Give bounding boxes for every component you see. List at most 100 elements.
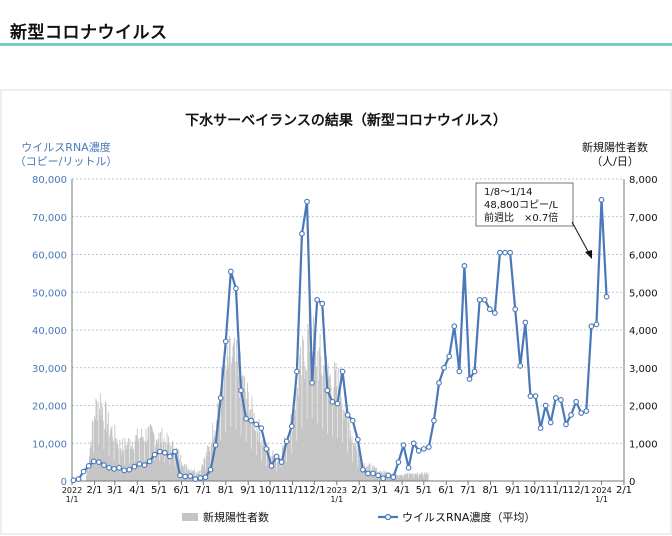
case-bar [225, 431, 227, 481]
case-bar [186, 465, 188, 481]
case-bar [94, 416, 95, 481]
case-bar [324, 391, 326, 481]
case-bar [228, 335, 230, 481]
case-bar [334, 370, 336, 481]
case-bar [342, 409, 344, 481]
case-bar [308, 299, 310, 481]
case-bar [273, 461, 275, 481]
case-bar [338, 388, 340, 481]
rna-point [339, 368, 346, 375]
x-tick-label: 9/1 [240, 485, 256, 496]
case-bar [172, 440, 174, 481]
case-bar [402, 475, 404, 481]
case-bar [162, 448, 164, 481]
left-tick-label: 30,000 [32, 364, 67, 375]
rna-point [177, 472, 183, 479]
case-bar [292, 431, 293, 481]
rna-point [106, 464, 112, 471]
case-bar [127, 445, 129, 481]
case-bar [169, 464, 171, 481]
case-bar [107, 411, 109, 481]
x-tick-label: 10/1 [524, 485, 546, 496]
rna-point [552, 395, 559, 401]
right-tick-label: 5,000 [629, 288, 658, 299]
case-bar [170, 446, 172, 481]
rna-point [258, 425, 265, 432]
callout-ratio: 前週比 ×0.7倍 [484, 211, 558, 224]
case-bar [182, 465, 184, 481]
rna-point [101, 462, 107, 468]
case-bar [422, 474, 424, 481]
case-bar [354, 441, 356, 481]
rna-point [578, 410, 585, 416]
case-bar [223, 397, 225, 481]
case-bar [240, 435, 242, 481]
case-bar [151, 426, 153, 481]
case-bar [294, 409, 296, 481]
case-bar [425, 473, 427, 481]
case-bar [310, 352, 312, 481]
case-bar [209, 450, 211, 481]
case-bar [257, 441, 259, 481]
right-tick-label: 7,000 [629, 213, 658, 224]
case-bar [249, 408, 251, 481]
rna-point [238, 387, 244, 394]
case-bar [304, 379, 306, 481]
case-bar [279, 461, 281, 481]
case-bar [426, 474, 428, 481]
case-bar [238, 376, 240, 481]
case-bar [289, 421, 291, 481]
case-bar [170, 452, 172, 481]
rna-point [334, 400, 341, 407]
case-bar [235, 429, 237, 481]
rna-point [273, 453, 280, 460]
case-bar [264, 439, 266, 481]
case-bar [416, 472, 418, 481]
case-bar [233, 342, 235, 481]
case-bar [91, 420, 93, 481]
case-bar [362, 471, 364, 481]
case-bar [221, 381, 223, 481]
case-bar [223, 354, 225, 481]
rna-point [319, 300, 326, 307]
case-bar [213, 436, 215, 481]
rna-point [537, 425, 544, 432]
case-bar [256, 424, 258, 481]
right-axis-label: 新規陽性者数 [582, 140, 648, 154]
case-bar [138, 438, 140, 481]
case-bar [118, 464, 120, 481]
x-tick-label: 7/1 [460, 485, 476, 496]
case-bar [328, 376, 330, 481]
case-bar [140, 438, 142, 481]
rna-point [354, 436, 361, 443]
case-bar [157, 439, 159, 481]
case-bar [142, 437, 144, 481]
case-bar [408, 473, 410, 481]
case-bar [236, 340, 238, 481]
case-bar [139, 437, 141, 481]
case-bar [135, 435, 137, 481]
case-bar [244, 391, 246, 481]
case-bar [377, 476, 379, 481]
case-bar [295, 385, 297, 481]
case-bar [263, 437, 264, 481]
legend-bar-swatch [182, 513, 198, 521]
case-bar [274, 461, 276, 481]
rna-point [146, 458, 153, 465]
case-bar [194, 468, 196, 481]
case-bar [348, 422, 350, 481]
x-tick-label: 3/1 [107, 485, 123, 496]
rna-line-series [70, 196, 610, 484]
case-bar [144, 460, 145, 481]
case-bar [224, 365, 226, 481]
case-bar [307, 324, 309, 481]
case-bar [260, 444, 262, 481]
case-bar [308, 330, 309, 481]
rna-point [532, 393, 539, 399]
case-bar [349, 438, 351, 481]
x-tick-label: 9/1 [505, 485, 521, 496]
rna-point [212, 442, 219, 448]
rna-point [121, 467, 128, 474]
case-bar [276, 462, 278, 481]
case-bar [215, 419, 217, 481]
